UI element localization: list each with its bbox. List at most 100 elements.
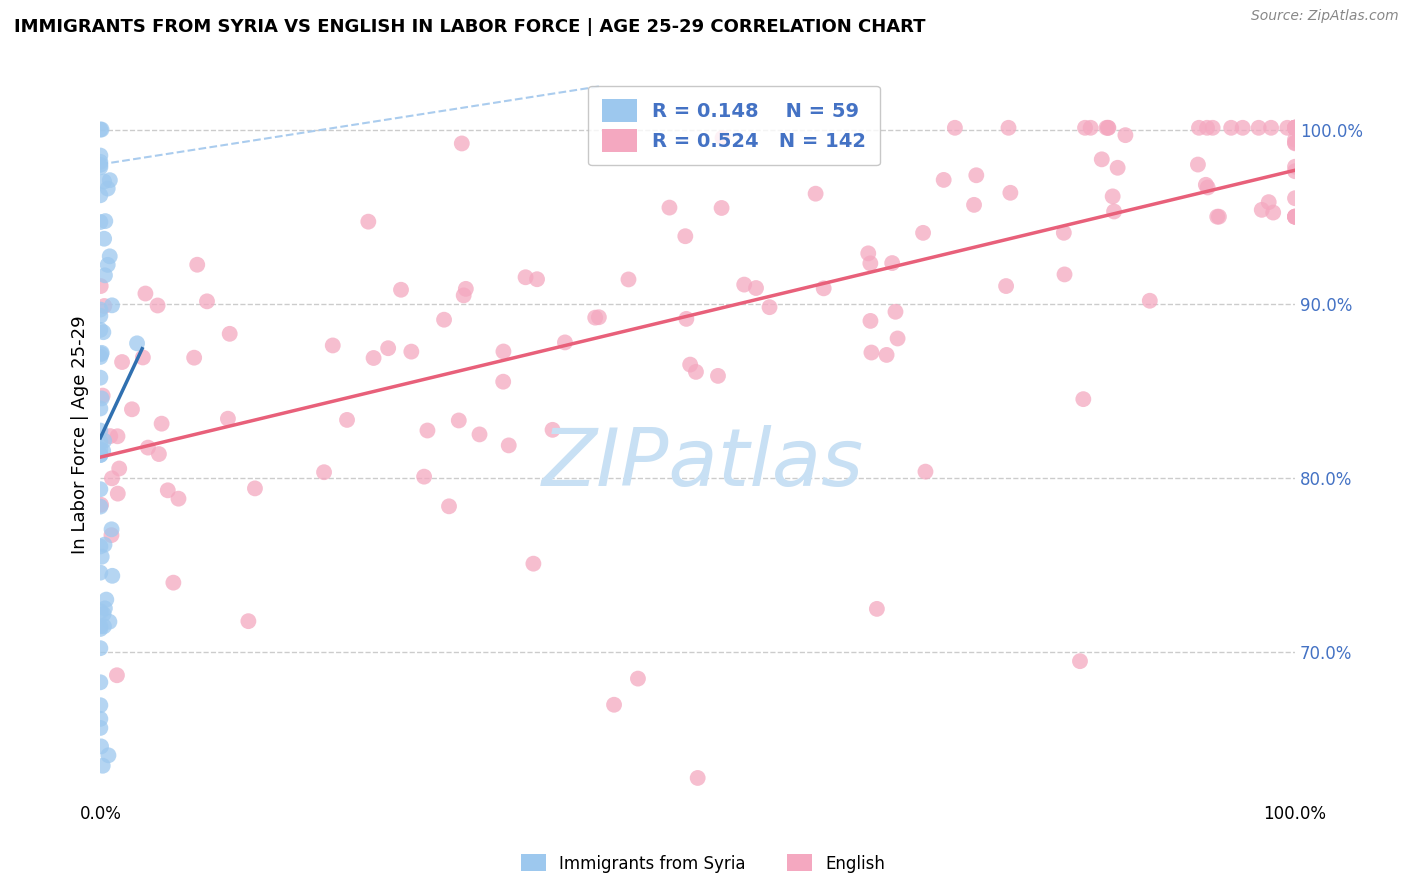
Point bbox=[98, 429, 121, 443]
Point bbox=[433, 312, 456, 326]
Point bbox=[89, 482, 111, 496]
Point bbox=[1284, 136, 1306, 150]
Point bbox=[679, 358, 702, 372]
Point bbox=[97, 181, 120, 195]
Point bbox=[1080, 120, 1102, 135]
Point bbox=[89, 302, 111, 317]
Point bbox=[89, 323, 111, 337]
Point bbox=[492, 375, 515, 389]
Point bbox=[1071, 392, 1094, 406]
Point bbox=[603, 698, 626, 712]
Point bbox=[963, 198, 986, 212]
Point bbox=[100, 528, 122, 542]
Point bbox=[167, 491, 190, 506]
Point bbox=[90, 448, 112, 462]
Point bbox=[389, 283, 412, 297]
Point bbox=[1284, 120, 1306, 135]
Point bbox=[94, 214, 117, 228]
Point bbox=[98, 249, 121, 263]
Point bbox=[93, 538, 115, 552]
Point bbox=[813, 281, 835, 295]
Point bbox=[914, 465, 936, 479]
Point bbox=[89, 442, 111, 457]
Point bbox=[93, 607, 115, 621]
Point bbox=[1074, 120, 1097, 135]
Point bbox=[866, 602, 889, 616]
Point bbox=[89, 122, 111, 136]
Point bbox=[804, 186, 827, 201]
Point bbox=[146, 298, 169, 312]
Point bbox=[1250, 202, 1272, 217]
Text: ZIPatlas: ZIPatlas bbox=[541, 425, 865, 503]
Point bbox=[183, 351, 205, 365]
Point bbox=[1069, 654, 1091, 668]
Point bbox=[89, 540, 111, 554]
Point bbox=[1284, 191, 1306, 205]
Point bbox=[148, 447, 170, 461]
Point bbox=[1284, 120, 1306, 135]
Point bbox=[673, 229, 696, 244]
Point bbox=[89, 675, 111, 690]
Point bbox=[1114, 128, 1136, 143]
Y-axis label: In Labor Force | Age 25-29: In Labor Force | Age 25-29 bbox=[72, 315, 89, 554]
Point bbox=[707, 368, 730, 383]
Point bbox=[90, 604, 112, 618]
Point bbox=[363, 351, 385, 365]
Point bbox=[1247, 120, 1270, 135]
Point bbox=[492, 344, 515, 359]
Point bbox=[995, 279, 1018, 293]
Point bbox=[101, 569, 124, 583]
Point bbox=[965, 168, 987, 182]
Point bbox=[912, 226, 935, 240]
Point bbox=[658, 201, 681, 215]
Point bbox=[150, 417, 173, 431]
Point bbox=[218, 326, 240, 341]
Point bbox=[89, 401, 111, 416]
Point bbox=[89, 448, 111, 462]
Point bbox=[91, 443, 114, 458]
Point bbox=[1277, 120, 1299, 135]
Point bbox=[97, 748, 120, 763]
Point bbox=[1053, 226, 1076, 240]
Point bbox=[1102, 204, 1125, 219]
Point bbox=[136, 441, 159, 455]
Point bbox=[93, 299, 115, 313]
Point bbox=[882, 256, 904, 270]
Point bbox=[1284, 210, 1306, 224]
Point bbox=[515, 270, 537, 285]
Point bbox=[1284, 210, 1306, 224]
Point bbox=[101, 471, 124, 485]
Point bbox=[1263, 205, 1285, 219]
Point bbox=[758, 300, 780, 314]
Point bbox=[1284, 210, 1306, 224]
Point bbox=[186, 258, 208, 272]
Point bbox=[541, 423, 564, 437]
Point bbox=[100, 522, 122, 536]
Point bbox=[89, 188, 111, 202]
Point bbox=[89, 309, 111, 323]
Point bbox=[745, 281, 768, 295]
Point bbox=[107, 429, 129, 443]
Point bbox=[1208, 210, 1230, 224]
Point bbox=[162, 575, 184, 590]
Point bbox=[1284, 120, 1306, 135]
Point bbox=[1284, 120, 1306, 135]
Point bbox=[1095, 120, 1118, 135]
Point bbox=[89, 622, 111, 636]
Point bbox=[238, 614, 260, 628]
Point bbox=[91, 758, 114, 772]
Point bbox=[90, 498, 112, 512]
Point bbox=[686, 771, 709, 785]
Point bbox=[1284, 120, 1306, 135]
Point bbox=[1284, 120, 1306, 135]
Point bbox=[932, 173, 955, 187]
Point bbox=[886, 331, 908, 345]
Point bbox=[156, 483, 179, 498]
Point bbox=[1188, 120, 1211, 135]
Point bbox=[447, 413, 470, 427]
Point bbox=[860, 345, 883, 359]
Point bbox=[450, 136, 472, 151]
Point bbox=[89, 158, 111, 172]
Point bbox=[107, 486, 129, 500]
Point bbox=[1097, 120, 1119, 135]
